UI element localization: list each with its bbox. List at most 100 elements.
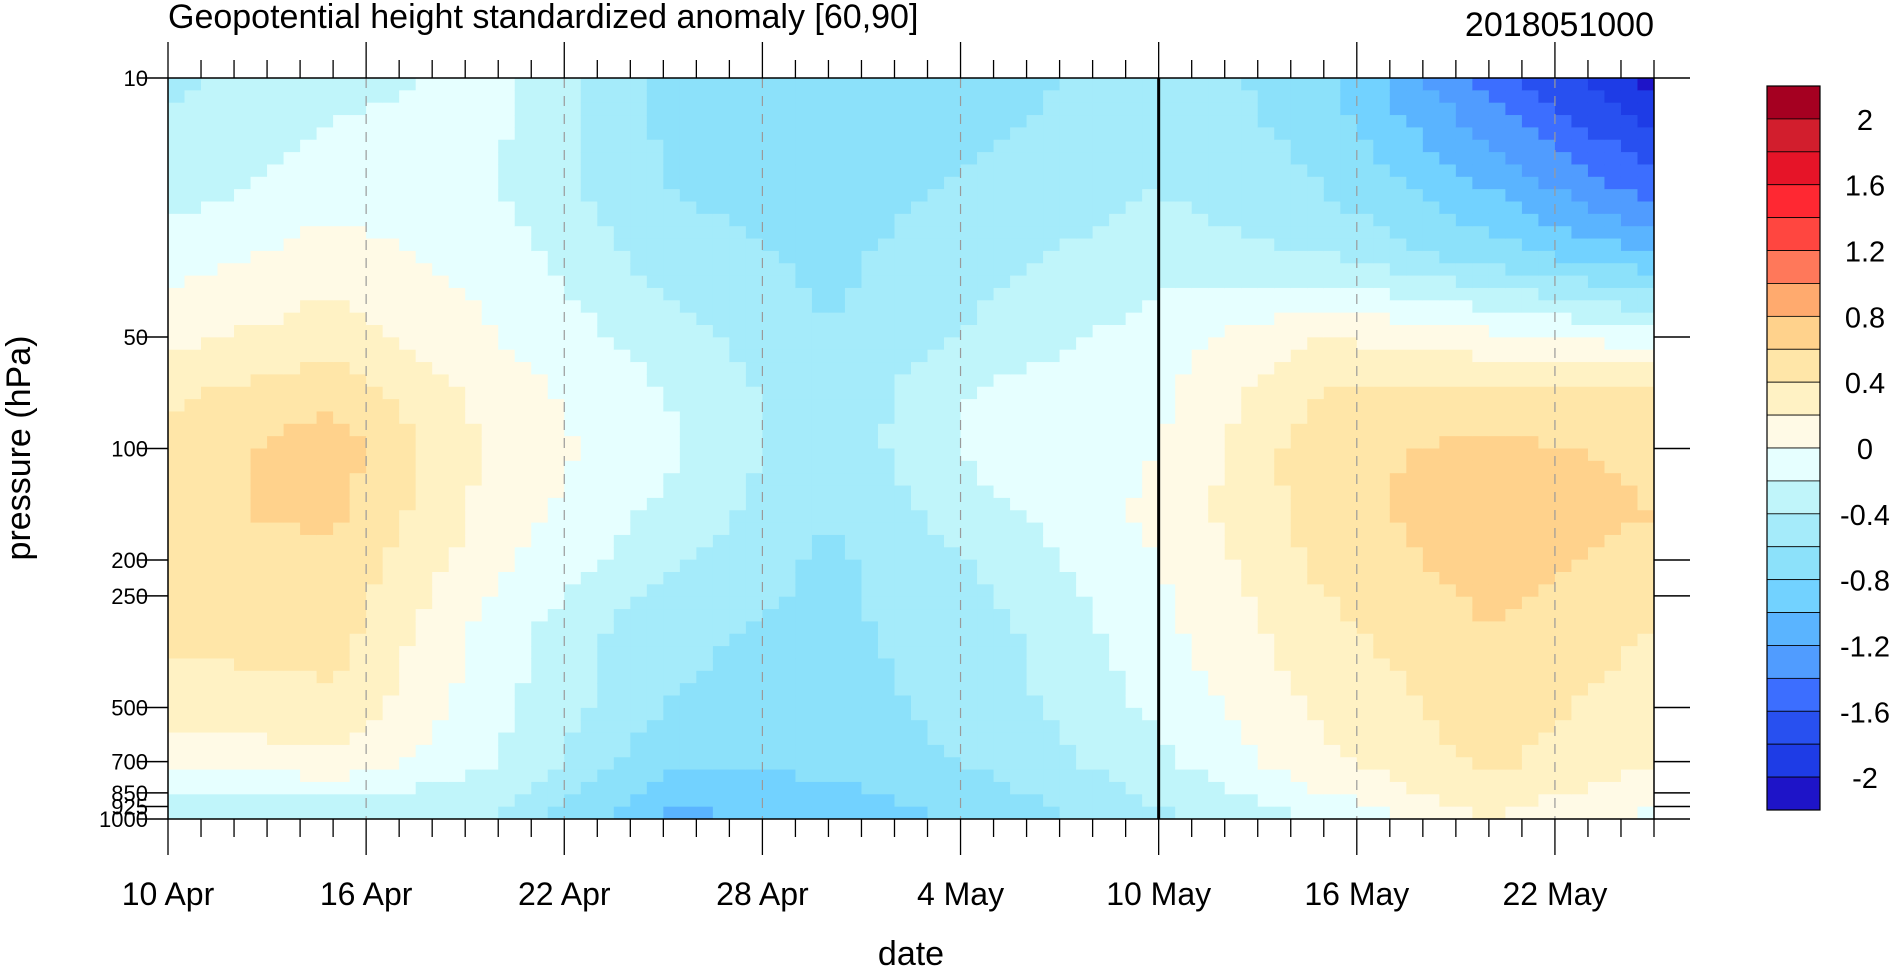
heatmap-cell	[1406, 510, 1424, 524]
heatmap-cell	[960, 275, 978, 289]
heatmap-cell	[696, 547, 714, 561]
heatmap-cell	[1274, 757, 1292, 771]
heatmap-cell	[1109, 547, 1127, 561]
heatmap-cell	[564, 670, 582, 684]
heatmap-cell	[1059, 102, 1077, 116]
heatmap-cell	[399, 411, 417, 425]
heatmap-cell	[498, 473, 516, 487]
heatmap-cell	[894, 781, 912, 795]
heatmap-cell	[1092, 707, 1110, 721]
heatmap-cell	[399, 744, 417, 758]
heatmap-cell	[184, 374, 202, 388]
heatmap-cell	[960, 473, 978, 487]
heatmap-cell	[1505, 732, 1523, 746]
heatmap-cell	[1521, 275, 1540, 289]
heatmap-cell	[547, 559, 565, 573]
heatmap-cell	[1076, 300, 1094, 314]
heatmap-cell	[1389, 497, 1407, 511]
heatmap-cell	[1422, 90, 1440, 104]
heatmap-cell	[564, 102, 582, 116]
heatmap-cell	[1158, 559, 1176, 573]
heatmap-cell	[1505, 349, 1523, 363]
heatmap-cell	[646, 287, 664, 301]
heatmap-cell	[283, 646, 301, 660]
heatmap-cell	[1290, 90, 1308, 104]
heatmap-cell	[448, 250, 466, 264]
heatmap-cell	[745, 226, 763, 240]
heatmap-cell	[1010, 362, 1028, 375]
heatmap-cell	[729, 250, 747, 264]
heatmap-cell	[465, 744, 483, 758]
heatmap-cell	[201, 152, 219, 166]
heatmap-cell	[1010, 806, 1028, 819]
heatmap-cell	[1241, 646, 1259, 660]
heatmap-cell	[844, 189, 863, 203]
heatmap-cell	[1191, 90, 1209, 104]
heatmap-cell	[514, 139, 532, 153]
heatmap-cell	[481, 609, 499, 622]
heatmap-cell	[1340, 201, 1358, 215]
heatmap-cell	[1488, 78, 1506, 91]
heatmap-cell	[168, 485, 186, 499]
heatmap-cell	[1455, 744, 1473, 758]
heatmap-cell	[1208, 732, 1226, 746]
heatmap-cell	[250, 139, 268, 153]
heatmap-cell	[283, 806, 301, 819]
heatmap-cell	[778, 757, 797, 771]
heatmap-cell	[1125, 275, 1143, 289]
heatmap-cell	[1076, 189, 1094, 203]
heatmap-cell	[201, 423, 219, 437]
heatmap-cell	[894, 164, 912, 178]
heatmap-cell	[1224, 707, 1242, 721]
heatmap-cell	[679, 312, 697, 326]
heatmap-cell	[1323, 250, 1341, 264]
heatmap-cell	[1521, 670, 1540, 684]
heatmap-cell	[250, 485, 268, 499]
heatmap-cell	[613, 152, 631, 166]
heatmap-cell	[514, 707, 532, 721]
heatmap-cell	[1488, 744, 1506, 758]
heatmap-cell	[1389, 164, 1407, 178]
heatmap-cell	[745, 547, 763, 561]
heatmap-cell	[877, 139, 896, 153]
heatmap-cell	[1290, 189, 1308, 203]
heatmap-cell	[531, 386, 549, 400]
heatmap-cell	[448, 720, 466, 734]
heatmap-cell	[1505, 139, 1523, 153]
heatmap-cell	[1010, 386, 1028, 400]
heatmap-cell	[1076, 732, 1094, 746]
heatmap-cell	[184, 473, 202, 487]
heatmap-cell	[1455, 139, 1473, 153]
heatmap-cell	[267, 213, 285, 227]
heatmap-cell	[580, 287, 598, 301]
heatmap-cell	[1142, 263, 1160, 277]
heatmap-cell	[333, 794, 351, 808]
heatmap-cell	[1257, 720, 1275, 734]
heatmap-cell	[911, 658, 929, 672]
heatmap-cell	[1455, 720, 1473, 734]
heatmap-cell	[1010, 127, 1028, 141]
heatmap-cell	[168, 300, 186, 314]
heatmap-cell	[1340, 213, 1358, 227]
heatmap-cell	[613, 522, 631, 536]
heatmap-cell	[300, 769, 318, 783]
heatmap-cell	[613, 621, 631, 635]
heatmap-cell	[201, 683, 219, 697]
heatmap-cell	[1439, 781, 1457, 795]
heatmap-cell	[1191, 547, 1209, 561]
heatmap-cell	[960, 90, 978, 104]
heatmap-cell	[366, 460, 384, 474]
heatmap-cell	[1175, 139, 1193, 153]
heatmap-cell	[1455, 436, 1473, 450]
heatmap-cell	[1191, 164, 1209, 178]
heatmap-cell	[250, 275, 268, 289]
heatmap-cell	[1274, 460, 1292, 474]
heatmap-cell	[646, 806, 664, 819]
heatmap-cell	[597, 448, 615, 462]
heatmap-cell	[1323, 769, 1341, 783]
heatmap-cell	[1505, 497, 1523, 511]
heatmap-cell	[911, 794, 929, 808]
heatmap-cell	[415, 596, 433, 610]
heatmap-cell	[663, 90, 681, 104]
heatmap-cell	[1406, 707, 1424, 721]
